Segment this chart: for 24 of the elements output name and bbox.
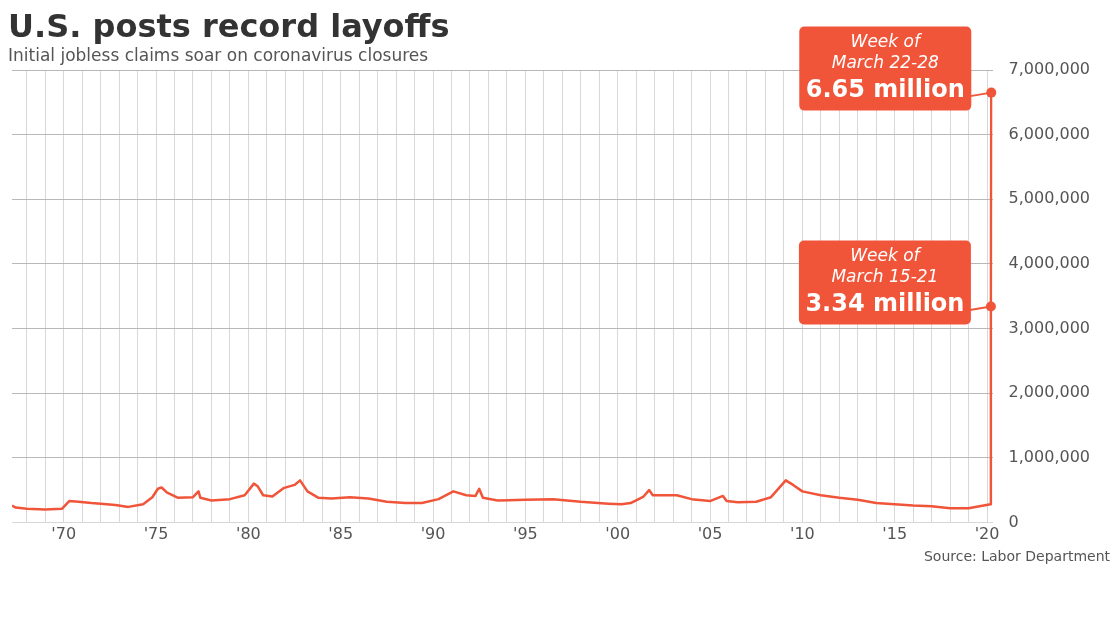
y-tick-label: 6,000,000 xyxy=(1008,123,1091,143)
y-tick-label: 1,000,000 xyxy=(1008,446,1091,466)
y-tick-label: 2,000,000 xyxy=(1008,382,1091,402)
y-tick-label: 7,000,000 xyxy=(1008,59,1091,79)
y-tick-label: 0 xyxy=(1008,511,1019,531)
annotation: Week of March 15-21 3.34 million xyxy=(805,244,965,317)
x-tick-label: '75 xyxy=(143,524,169,544)
y-tick-label: 5,000,000 xyxy=(1008,188,1091,208)
x-tick-label: '00 xyxy=(605,524,631,544)
y-tick-label: 3,000,000 xyxy=(1008,317,1091,337)
x-tick-label: '95 xyxy=(512,524,538,544)
y-tick-label: 4,000,000 xyxy=(1008,253,1091,273)
x-tick-label: '70 xyxy=(51,524,77,544)
x-tick-label: '05 xyxy=(697,524,723,544)
x-tick-label: '90 xyxy=(420,524,446,544)
x-tick-label: '20 xyxy=(974,524,1000,544)
chart-subtitle: Initial jobless claims soar on coronavirus closures xyxy=(8,45,429,65)
x-tick-label: '85 xyxy=(328,524,354,544)
x-tick-label: '10 xyxy=(789,524,815,544)
chart-title: U.S. posts record layoffs xyxy=(8,7,450,45)
x-tick-label: '15 xyxy=(882,524,908,544)
source-note: Source: Labor Department xyxy=(923,548,1110,564)
annotation: Week of March 22-28 6.65 million xyxy=(805,31,965,103)
x-tick-label: '80 xyxy=(235,524,261,544)
